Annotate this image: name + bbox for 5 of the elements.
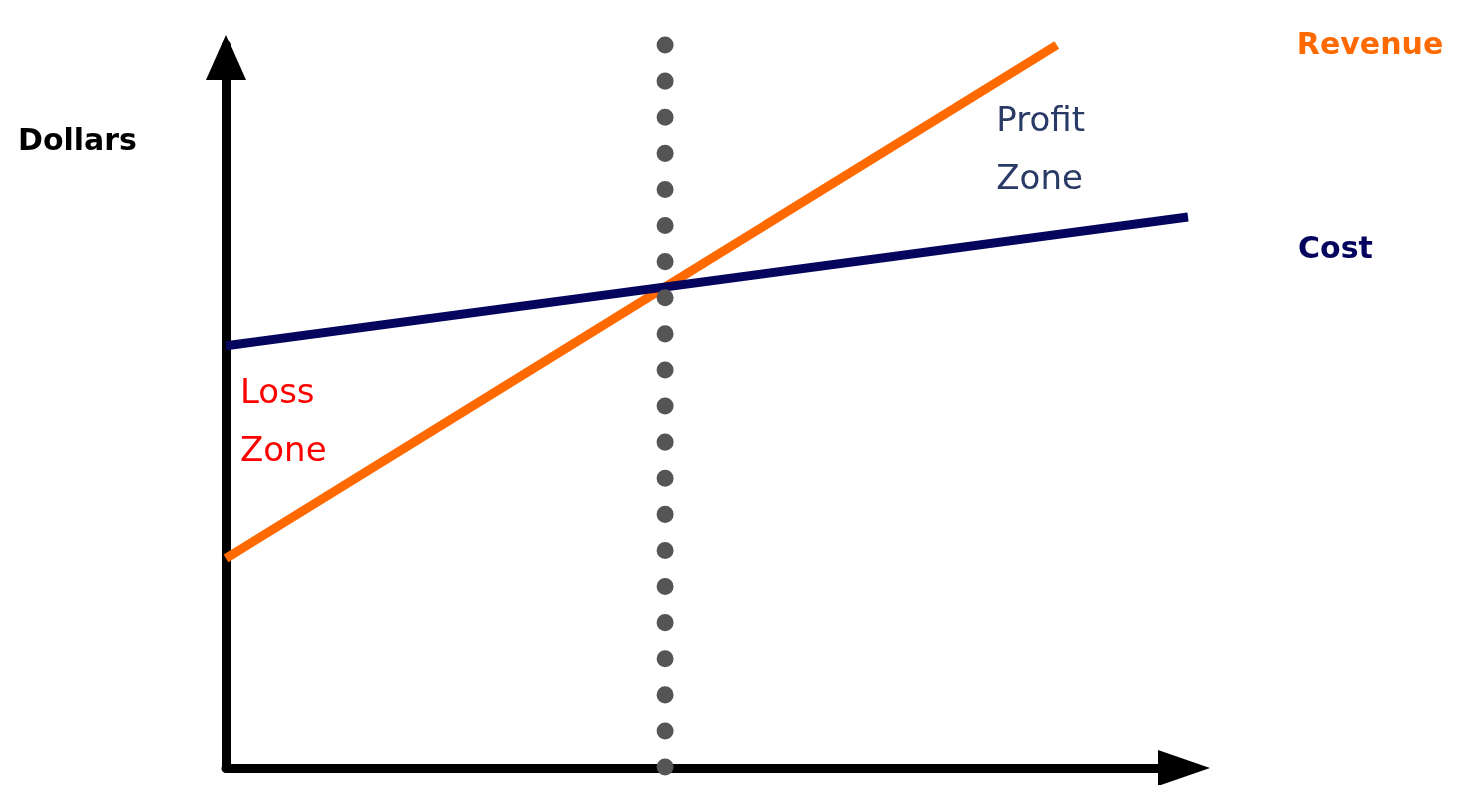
y-axis-title: Dollars bbox=[18, 121, 137, 157]
text: Revenue bbox=[1296, 25, 1444, 61]
annotation: Profit Zone bbox=[996, 99, 1085, 197]
text: Cost bbox=[1298, 229, 1373, 265]
annotation: Loss Zone bbox=[240, 371, 327, 469]
